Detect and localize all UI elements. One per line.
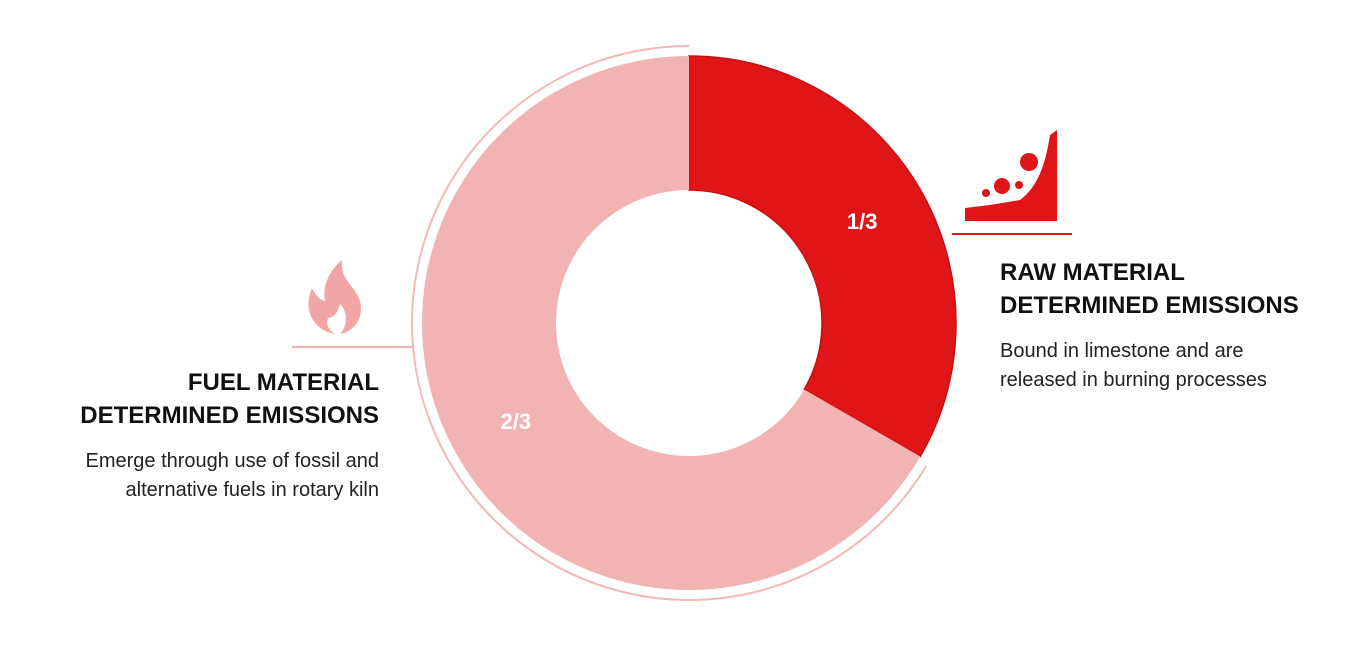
annotation-text: Emerge through use of fossil and bbox=[85, 450, 379, 472]
donut-segment bbox=[688, 55, 957, 458]
donut-segment bbox=[421, 56, 921, 591]
annotation-text: alternative fuels in rotary kiln bbox=[126, 479, 379, 501]
rock-icon bbox=[965, 130, 1057, 221]
annotation-text: released in burning processes bbox=[1000, 369, 1267, 391]
annotation-title: FUEL MATERIAL bbox=[188, 369, 379, 396]
annotation-title: DETERMINED EMISSIONS bbox=[1000, 292, 1299, 319]
value-label: 2/3 bbox=[501, 409, 532, 434]
annotation-text: Bound in limestone and are bbox=[1000, 340, 1244, 362]
annotation-title: RAW MATERIAL bbox=[1000, 259, 1185, 286]
flame-icon bbox=[308, 260, 361, 334]
outer-ring bbox=[411, 45, 927, 601]
annotation-title: DETERMINED EMISSIONS bbox=[80, 402, 379, 429]
value-label: 1/3 bbox=[847, 209, 878, 234]
